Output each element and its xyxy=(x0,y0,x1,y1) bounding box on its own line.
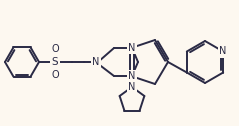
Text: N: N xyxy=(128,43,136,53)
Text: S: S xyxy=(52,57,58,67)
Text: N: N xyxy=(128,82,136,92)
Text: N: N xyxy=(92,57,100,67)
Text: O: O xyxy=(51,44,59,54)
Text: O: O xyxy=(51,70,59,80)
Text: N: N xyxy=(128,71,136,81)
Text: N: N xyxy=(219,46,227,56)
